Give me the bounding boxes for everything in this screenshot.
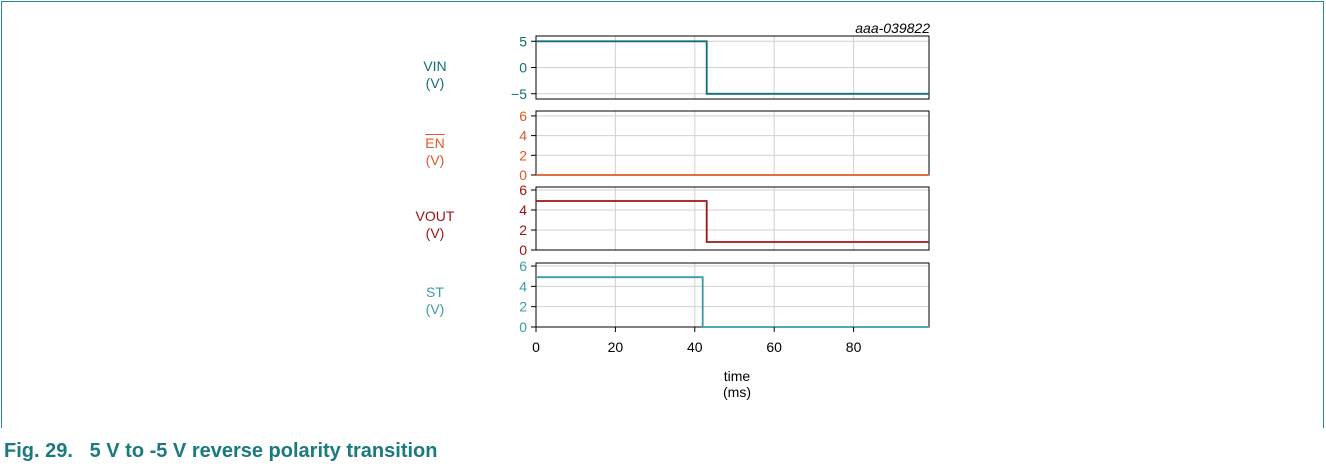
ytick-label-en: 0 (519, 167, 527, 183)
x-axis-label-name: time (723, 368, 751, 384)
ytick-label-en: 2 (519, 147, 527, 163)
ylabel-st-unit: (V) (425, 301, 445, 317)
plot-frame-vout (535, 186, 930, 251)
x-axis-label: time (ms) (697, 368, 777, 400)
ytick-label-st: 2 (519, 299, 527, 315)
figure-id: aaa-039822 (855, 20, 930, 36)
x-axis-label-unit: (ms) (723, 384, 751, 400)
figure-frame (1, 1, 1324, 428)
plot-frame-en (535, 110, 930, 176)
ytick-label-st: 4 (519, 278, 527, 294)
series-line-vout (536, 200, 929, 243)
series-line-st (536, 276, 929, 328)
ylabel-vin: VIN (V) (400, 58, 470, 92)
ylabel-en-unit: (V) (425, 152, 445, 168)
xtick-label: 40 (687, 339, 703, 355)
ytick-label-vin: 5 (519, 33, 527, 49)
ylabel-en: EN (V) (400, 135, 470, 169)
ylabel-st-name: ST (426, 284, 444, 300)
ytick-label-vout: 6 (519, 182, 527, 198)
plot-frame-vin (535, 35, 930, 100)
ytick-label-vout: 4 (519, 202, 527, 218)
ylabel-en-name: EN (425, 135, 445, 151)
ytick-label-vout: 0 (519, 242, 527, 258)
ytick-label-en: 6 (519, 108, 527, 124)
ylabel-vout: VOUT (V) (400, 208, 470, 242)
figure-caption: Fig. 29. 5 V to -5 V reverse polarity tr… (4, 440, 438, 462)
ytick-label-st: 0 (519, 319, 527, 335)
ylabel-vin-name: VIN (423, 58, 447, 74)
xtick-label: 20 (608, 339, 624, 355)
ytick-label-vin: 0 (519, 60, 527, 76)
ytick-label-vout: 2 (519, 222, 527, 238)
ylabel-vin-unit: (V) (425, 75, 445, 91)
plot-frame-st (535, 262, 930, 328)
ytick-label-en: 4 (519, 128, 527, 144)
series-line-vin (536, 40, 929, 95)
ylabel-vout-unit: (V) (425, 225, 445, 241)
ytick-label-vin: −5 (511, 86, 527, 102)
ytick-label-st: 6 (519, 258, 527, 274)
ylabel-vout-name: VOUT (415, 208, 455, 224)
xtick-label: 80 (846, 339, 862, 355)
ylabel-st: ST (V) (400, 284, 470, 318)
xtick-label: 0 (532, 339, 540, 355)
xtick-label: 60 (766, 339, 782, 355)
